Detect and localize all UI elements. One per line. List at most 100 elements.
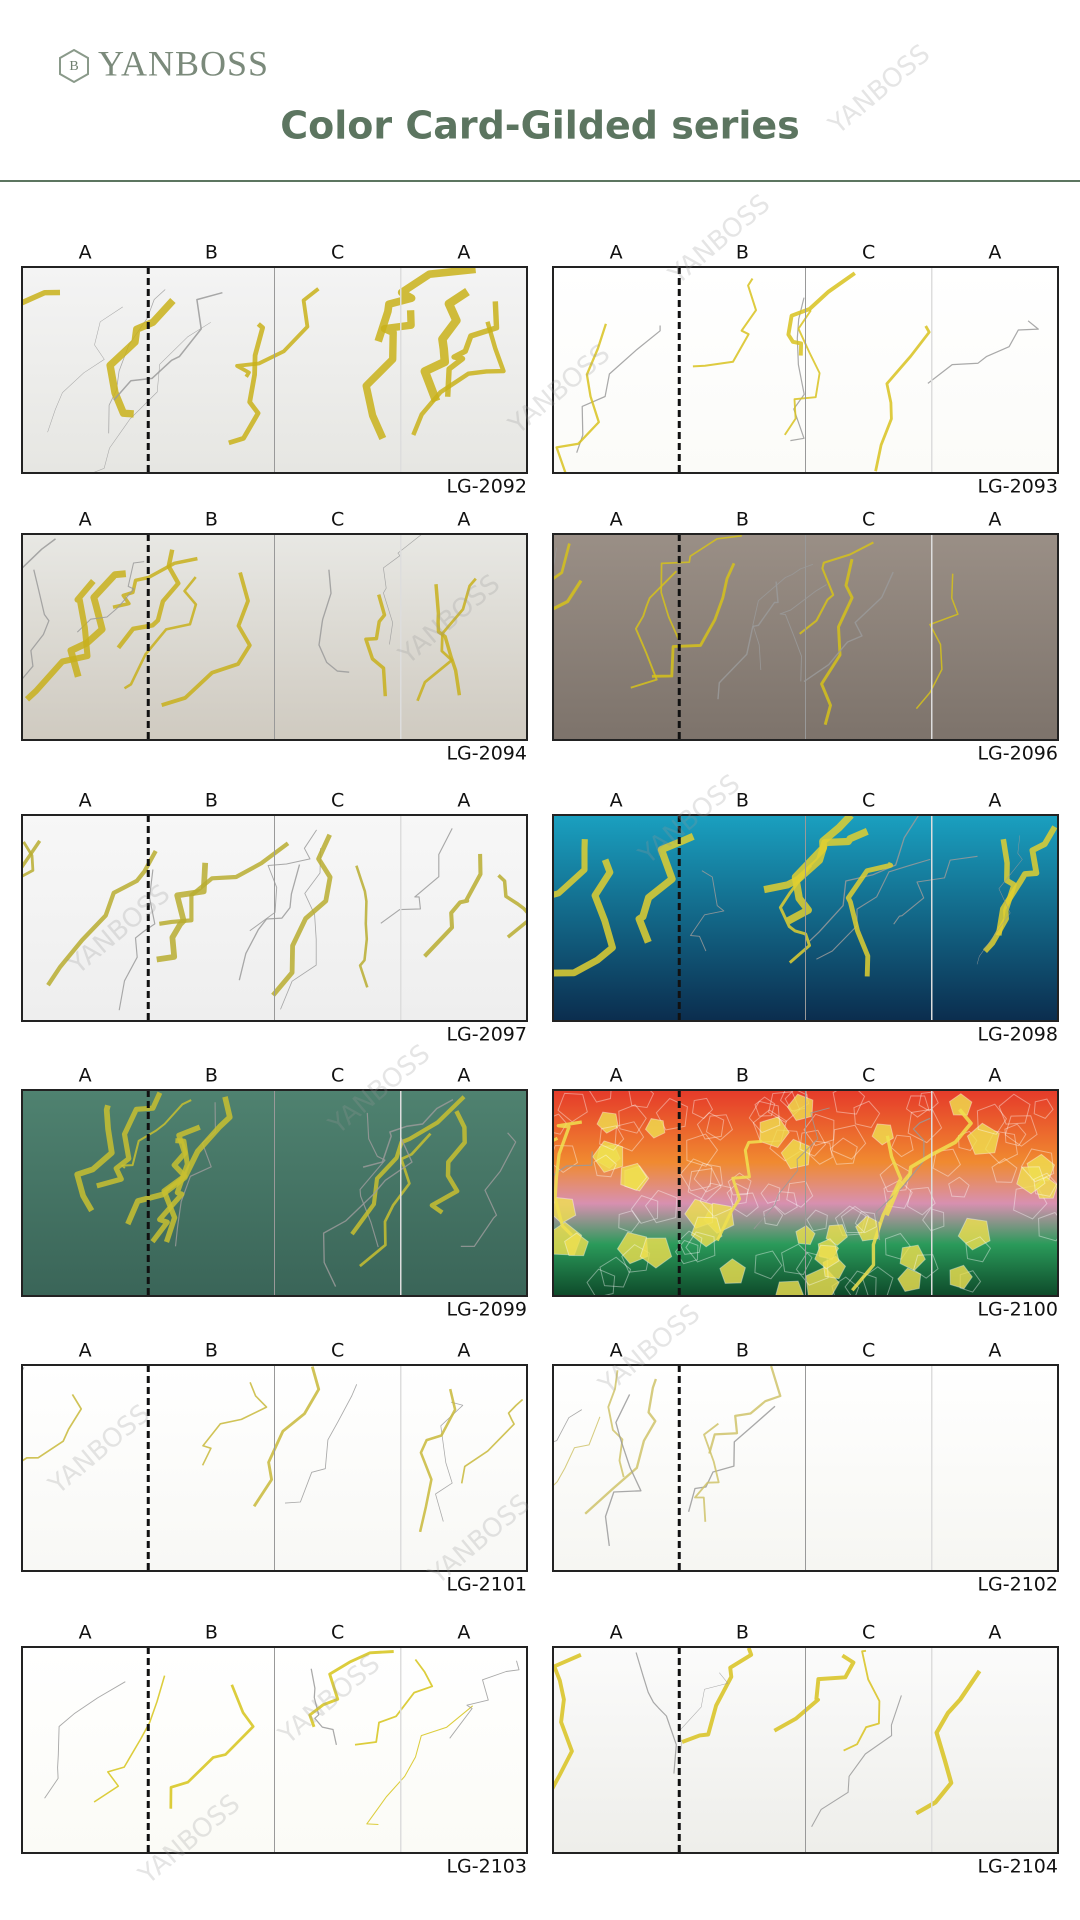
- mosaic-tile: [588, 1090, 612, 1103]
- vein: [280, 848, 322, 1010]
- vein: [816, 858, 931, 960]
- vein: [553, 1409, 583, 1443]
- card-frame: [21, 814, 528, 1022]
- mosaic-tile: [831, 1276, 860, 1296]
- mosaic-tile: [614, 1121, 645, 1152]
- card-code: LG-2094: [446, 743, 527, 765]
- color-card: A B C A LG-2101: [21, 1340, 528, 1596]
- panel-label: B: [205, 790, 218, 812]
- panel-label: C: [331, 1622, 344, 1644]
- mosaic-tile: [599, 1256, 632, 1288]
- vein: [460, 1398, 524, 1484]
- vein: [553, 858, 616, 977]
- card-frame: [552, 814, 1059, 1022]
- mosaic-tile: [773, 1191, 798, 1216]
- color-card: A B C A LG-2096: [552, 509, 1059, 765]
- mosaic-tile: [748, 1100, 781, 1134]
- vein: [366, 1705, 474, 1826]
- mosaic-tile: [966, 1122, 1000, 1155]
- slab-texture: [553, 1647, 982, 1828]
- vein: [690, 870, 725, 952]
- mosaic-tile: [1016, 1166, 1046, 1195]
- color-card: A B C A LG-2102: [552, 1340, 1059, 1596]
- vein: [820, 558, 854, 726]
- mosaic-tile: [853, 1100, 881, 1129]
- vein: [44, 1681, 126, 1799]
- mosaic-tile: [906, 1186, 936, 1216]
- panel-label: A: [988, 242, 1001, 264]
- card-frame: [21, 266, 528, 474]
- panel-label: C: [862, 1622, 875, 1644]
- vein: [429, 1110, 467, 1215]
- slab-texture: [44, 1650, 520, 1826]
- panel-label: B: [736, 509, 749, 531]
- card-frame: [552, 1089, 1059, 1297]
- mosaic-tile: [814, 1244, 840, 1270]
- mosaic-tile: [808, 1140, 833, 1165]
- vein: [660, 534, 742, 640]
- mosaic-tile: [687, 1168, 722, 1202]
- card-code: LG-2104: [977, 1856, 1058, 1878]
- vein: [418, 1388, 457, 1533]
- vein: [271, 833, 333, 997]
- vein: [416, 577, 477, 702]
- card-frame: [552, 266, 1059, 474]
- vein: [22, 1393, 83, 1462]
- slab-texture: [553, 1365, 782, 1546]
- vein: [359, 1112, 386, 1248]
- mosaic-tile: [948, 1093, 973, 1116]
- vein: [885, 1108, 973, 1217]
- color-card: A B C A LG-2093: [552, 242, 1059, 498]
- vein: [786, 271, 856, 356]
- panel-label: A: [610, 242, 623, 264]
- vein: [786, 815, 854, 925]
- vein: [784, 309, 821, 436]
- logo-text: YANBOSS: [98, 43, 269, 83]
- vein: [799, 541, 874, 635]
- vein: [607, 1370, 625, 1478]
- panel-label: B: [736, 1065, 749, 1087]
- slab-texture: [74, 1091, 517, 1287]
- mosaic-tile: [699, 1182, 734, 1217]
- mosaic-tile: [965, 1236, 992, 1263]
- vein: [284, 1384, 358, 1504]
- vein: [308, 1650, 394, 1728]
- panel-label: A: [457, 1340, 470, 1362]
- mosaic-tile: [693, 1162, 723, 1193]
- mosaic-tile: [1004, 1115, 1038, 1147]
- card-frame: [21, 1089, 528, 1297]
- panel-label: A: [457, 242, 470, 264]
- mosaic-tile: [854, 1211, 878, 1234]
- vein: [113, 291, 223, 401]
- vein: [350, 1095, 466, 1236]
- vein: [976, 835, 1023, 965]
- vein: [364, 594, 388, 697]
- mosaic-tile: [890, 1134, 914, 1158]
- mosaic-tile: [655, 1097, 688, 1131]
- vein: [46, 849, 158, 987]
- panel-label: B: [205, 1065, 218, 1087]
- vein: [108, 289, 166, 434]
- vein: [874, 325, 931, 472]
- vein: [235, 287, 320, 378]
- vein: [553, 1120, 583, 1237]
- vein: [22, 1367, 25, 1373]
- slab-texture: [22, 828, 527, 1011]
- panel-label: B: [205, 1622, 218, 1644]
- panel-label: A: [79, 509, 92, 531]
- mosaic-tile: [829, 1137, 858, 1165]
- panel-label: A: [988, 1065, 1001, 1087]
- vein: [779, 584, 827, 682]
- mosaic-tile: [922, 1208, 945, 1232]
- card-frame: [21, 1364, 528, 1572]
- vein: [201, 1382, 268, 1466]
- mosaic-tile: [884, 1232, 911, 1260]
- mosaic-tile: [719, 1258, 746, 1284]
- mosaic-tile: [775, 1280, 805, 1296]
- panel-label: A: [79, 242, 92, 264]
- vein: [47, 306, 123, 433]
- vein: [169, 1684, 255, 1809]
- panel-label: C: [331, 1065, 344, 1087]
- card-code: LG-2098: [977, 1024, 1058, 1046]
